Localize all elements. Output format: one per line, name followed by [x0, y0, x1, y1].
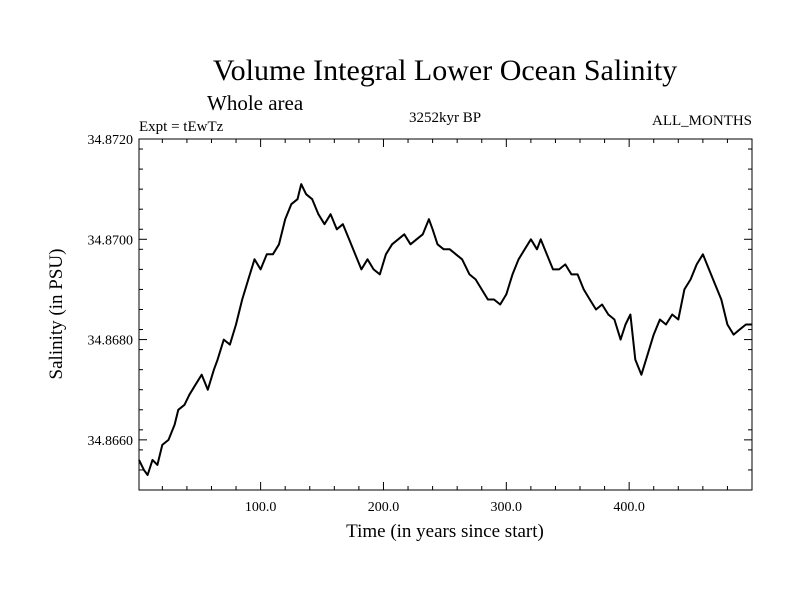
y-tick-label: 34.8720 — [88, 133, 134, 148]
x-tick-label: 100.0 — [245, 500, 277, 515]
chart-title: Volume Integral Lower Ocean Salinity — [213, 54, 677, 87]
season-label: ALL_MONTHS — [652, 113, 752, 129]
x-tick-label: 400.0 — [613, 500, 645, 515]
y-tick-labels: 34.8660 34.8680 34.8700 34.8720 — [88, 133, 134, 449]
chart-subtitle: Whole area — [207, 91, 304, 115]
x-tick-label: 200.0 — [368, 500, 400, 515]
y-tick-label: 34.8680 — [88, 334, 134, 349]
y-tick-label: 34.8660 — [88, 434, 134, 449]
x-axis-label: Time (in years since start) — [346, 521, 544, 542]
x-tick-label: 300.0 — [491, 500, 523, 515]
axis-ticks — [139, 138, 752, 490]
plot-frame — [138, 138, 753, 491]
x-tick-labels: 100.0 200.0 300.0 400.0 — [245, 500, 645, 515]
y-tick-label: 34.8700 — [88, 233, 134, 248]
salinity-series-line — [138, 183, 752, 476]
y-axis-label: Salinity (in PSU) — [46, 249, 67, 380]
experiment-label: Expt = tEwTz — [139, 119, 224, 135]
period-label: 3252kyr BP — [409, 110, 481, 126]
